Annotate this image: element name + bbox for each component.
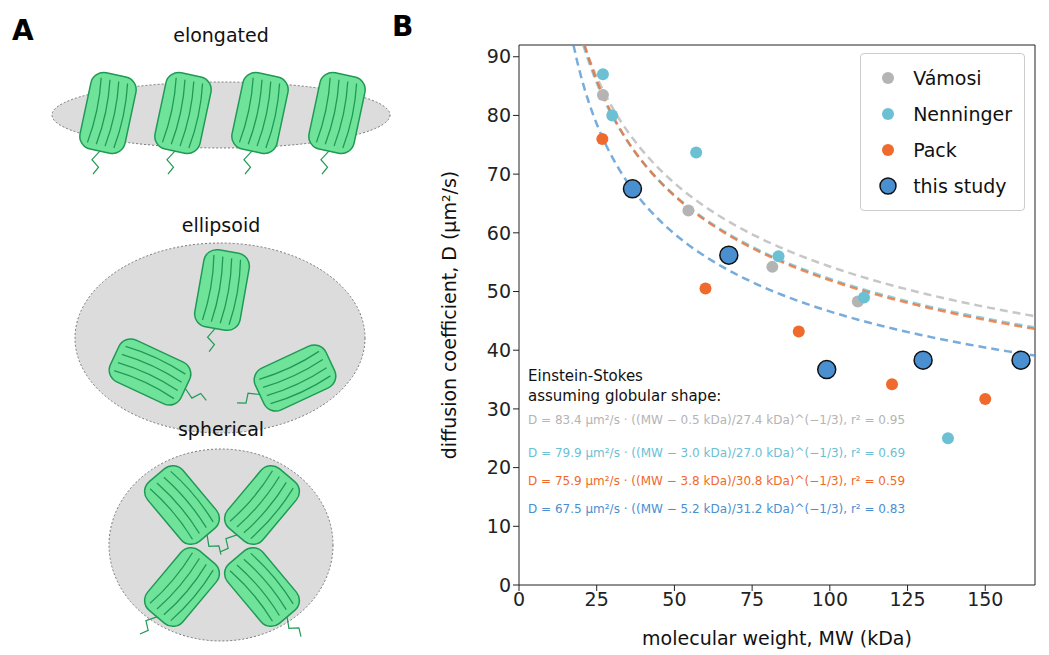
svg-text:40: 40 — [487, 339, 511, 361]
html-text:D = 67.5 μm²/s · ((MW − 5.2 kD: D = 67.5 μm²/s · ((MW − 5.2 kDa)/31.2 kD… — [528, 502, 906, 516]
svg-text:75: 75 — [740, 588, 764, 610]
svg-text:125: 125 — [889, 588, 925, 610]
svg-text:10: 10 — [487, 515, 511, 537]
svg-text:50: 50 — [662, 588, 686, 610]
html-text:D = 75.9 μm²/s · ((MW − 3.8 kD: D = 75.9 μm²/s · ((MW − 3.8 kDa)/30.8 kD… — [528, 474, 906, 488]
svg-text:90: 90 — [487, 45, 511, 67]
html-text:assuming globular shape:: assuming globular shape: — [528, 387, 722, 405]
svg-text:A: A — [12, 14, 34, 47]
svg-text:20: 20 — [487, 456, 511, 478]
svg-text:50: 50 — [487, 280, 511, 302]
html-text:B: B — [392, 10, 414, 43]
svg-text:spherical: spherical — [178, 418, 264, 440]
html-text:this study: this study — [913, 175, 1007, 197]
html-text:Nenninger: Nenninger — [913, 103, 1012, 125]
svg-text:0: 0 — [513, 588, 525, 610]
html-text:Einstein-Stokes: Einstein-Stokes — [528, 367, 643, 385]
svg-text:100: 100 — [812, 588, 848, 610]
svg-text:30: 30 — [487, 398, 511, 420]
html-text:D = 79.9 μm²/s · ((MW − 3.0 kD: D = 79.9 μm²/s · ((MW − 3.0 kDa)/27.0 kD… — [528, 446, 906, 460]
svg-text:0: 0 — [499, 574, 511, 596]
svg-text:elongated: elongated — [173, 24, 269, 46]
svg-text:150: 150 — [967, 588, 1003, 610]
svg-text:80: 80 — [487, 104, 511, 126]
svg-text:25: 25 — [585, 588, 609, 610]
svg-text:70: 70 — [487, 163, 511, 185]
svg-text:diffusion coefficient, D (μm²/: diffusion coefficient, D (μm²/s) — [438, 171, 460, 459]
html-text:Pack: Pack — [913, 139, 957, 161]
html-text:D = 83.4 μm²/s · ((MW − 0.5 kD: D = 83.4 μm²/s · ((MW − 0.5 kDa)/27.4 kD… — [528, 413, 906, 427]
svg-text:ellipsoid: ellipsoid — [182, 214, 260, 236]
svg-text:60: 60 — [487, 222, 511, 244]
svg-text:molecular weight, MW (kDa): molecular weight, MW (kDa) — [642, 627, 912, 649]
html-text:Vámosi: Vámosi — [913, 67, 982, 89]
